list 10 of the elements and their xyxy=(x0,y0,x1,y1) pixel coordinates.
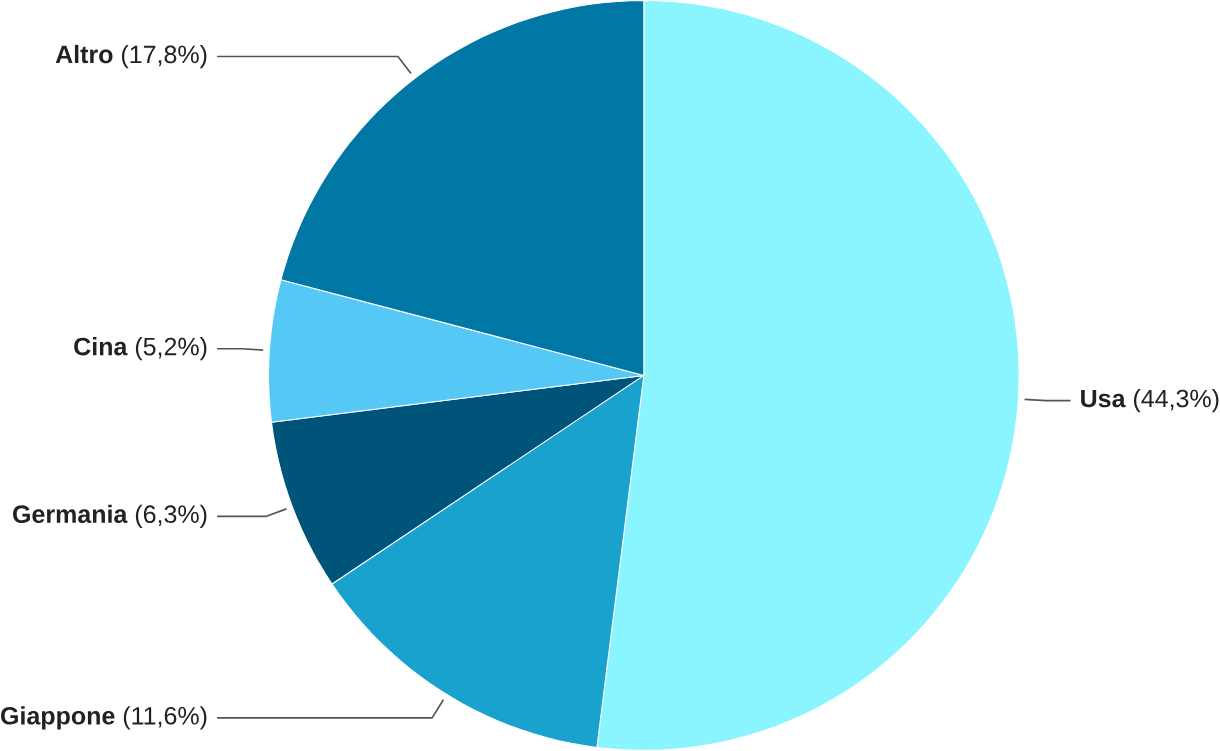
slice-label: Altro xyxy=(55,44,113,64)
data-label: (17,8%) xyxy=(121,44,207,69)
slice-label: Cina xyxy=(74,337,128,356)
slice-label: Usa xyxy=(1081,389,1126,408)
slice-label: Giappone xyxy=(1,706,115,730)
slice-label: Germania xyxy=(13,504,128,524)
data-label: (5,2%) xyxy=(135,337,207,361)
data-label: (11,6%) xyxy=(123,706,207,730)
data-label: (44,3%) xyxy=(1133,389,1219,413)
data-label: (6,3%) xyxy=(135,504,207,529)
